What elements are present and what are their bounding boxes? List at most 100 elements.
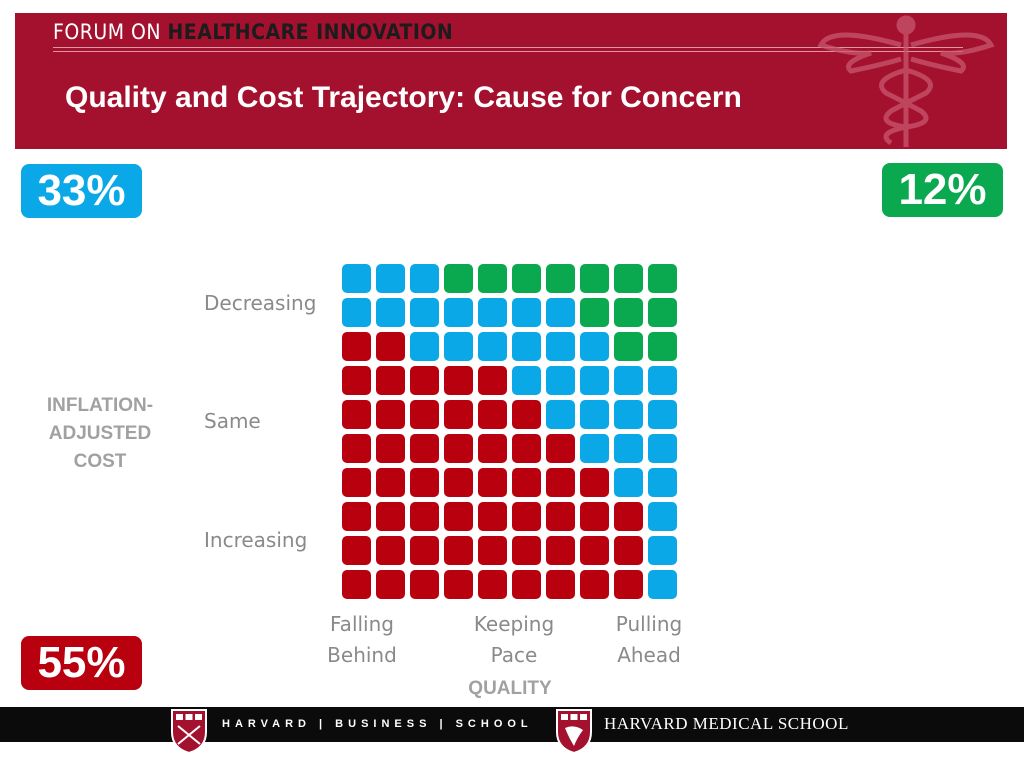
red-cell	[376, 434, 405, 463]
blue-cell	[580, 366, 609, 395]
blue-cell	[342, 264, 371, 293]
red-cell	[342, 468, 371, 497]
blue-cell	[614, 400, 643, 429]
waffle-chart	[342, 264, 677, 599]
red-cell	[444, 468, 473, 497]
header-banner: FORUM ON HEALTHCARE INNOVATION Quality a…	[15, 13, 1007, 149]
blue-cell	[648, 536, 677, 565]
red-cell	[444, 536, 473, 565]
red-cell	[478, 366, 507, 395]
blue-cell	[342, 298, 371, 327]
blue-percent-badge: 33%	[21, 164, 142, 218]
red-cell	[512, 468, 541, 497]
red-cell	[546, 570, 575, 599]
blue-cell	[580, 400, 609, 429]
green-cell	[614, 332, 643, 361]
green-cell	[444, 264, 473, 293]
brand-suffix: HEALTHCARE INNOVATION	[167, 20, 454, 44]
blue-cell	[648, 570, 677, 599]
x-tick: Keeping Pace	[473, 612, 555, 667]
blue-cell	[648, 468, 677, 497]
red-cell	[580, 502, 609, 531]
blue-cell	[648, 366, 677, 395]
green-cell	[580, 298, 609, 327]
red-cell	[478, 502, 507, 531]
red-cell	[342, 434, 371, 463]
blue-cell	[512, 298, 541, 327]
red-cell	[512, 502, 541, 531]
header-rule	[53, 51, 963, 52]
blue-cell	[546, 332, 575, 361]
red-cell	[478, 400, 507, 429]
y-tick: Increasing	[204, 528, 308, 552]
blue-cell	[410, 298, 439, 327]
blue-cell	[478, 298, 507, 327]
red-cell	[342, 536, 371, 565]
red-cell	[478, 468, 507, 497]
blue-cell	[580, 434, 609, 463]
green-cell	[614, 264, 643, 293]
y-axis-label: INFLATION-ADJUSTED COST	[46, 395, 154, 472]
blue-cell	[376, 298, 405, 327]
y-tick: Decreasing	[204, 291, 317, 315]
red-cell	[410, 536, 439, 565]
blue-cell	[376, 264, 405, 293]
red-cell	[410, 468, 439, 497]
red-cell	[478, 536, 507, 565]
red-cell	[580, 536, 609, 565]
red-cell	[546, 434, 575, 463]
red-cell	[614, 502, 643, 531]
green-percent-badge: 12%	[882, 163, 1003, 217]
red-cell	[614, 536, 643, 565]
green-cell	[648, 332, 677, 361]
red-cell	[546, 468, 575, 497]
blue-cell	[512, 366, 541, 395]
y-tick: Same	[204, 409, 261, 433]
red-cell	[546, 536, 575, 565]
footer-bar: HARVARD | BUSINESS | SCHOOL HARVARD MEDI…	[0, 707, 1024, 754]
x-tick: Pulling Ahead	[615, 612, 683, 667]
red-cell	[444, 502, 473, 531]
red-cell	[444, 434, 473, 463]
red-cell	[580, 570, 609, 599]
green-cell	[512, 264, 541, 293]
red-cell	[376, 400, 405, 429]
red-cell	[342, 366, 371, 395]
red-cell	[342, 400, 371, 429]
blue-cell	[444, 298, 473, 327]
blue-cell	[614, 434, 643, 463]
red-cell	[410, 366, 439, 395]
red-cell	[580, 468, 609, 497]
blue-cell	[614, 468, 643, 497]
red-cell	[478, 434, 507, 463]
blue-cell	[444, 332, 473, 361]
blue-cell	[410, 332, 439, 361]
red-cell	[444, 366, 473, 395]
blue-cell	[580, 332, 609, 361]
red-cell	[376, 502, 405, 531]
blue-cell	[512, 332, 541, 361]
green-cell	[546, 264, 575, 293]
blue-cell	[410, 264, 439, 293]
blue-cell	[546, 400, 575, 429]
red-cell	[410, 400, 439, 429]
page-title: Quality and Cost Trajectory: Cause for C…	[65, 81, 742, 114]
forum-brand: FORUM ON HEALTHCARE INNOVATION	[53, 20, 453, 44]
red-cell	[512, 536, 541, 565]
red-cell	[376, 570, 405, 599]
red-cell	[342, 332, 371, 361]
brand-prefix: FORUM ON	[53, 20, 161, 44]
green-cell	[648, 264, 677, 293]
caduceus-icon	[817, 15, 995, 147]
green-cell	[580, 264, 609, 293]
hms-wordmark: HARVARD MEDICAL SCHOOL	[604, 714, 849, 733]
green-cell	[478, 264, 507, 293]
red-cell	[410, 434, 439, 463]
red-cell	[444, 400, 473, 429]
blue-cell	[546, 366, 575, 395]
red-cell	[376, 536, 405, 565]
x-tick: Falling Behind	[327, 612, 397, 667]
hbs-wordmark: HARVARD | BUSINESS | SCHOOL	[222, 718, 533, 730]
red-cell	[376, 332, 405, 361]
hbs-shield-icon	[171, 709, 207, 754]
